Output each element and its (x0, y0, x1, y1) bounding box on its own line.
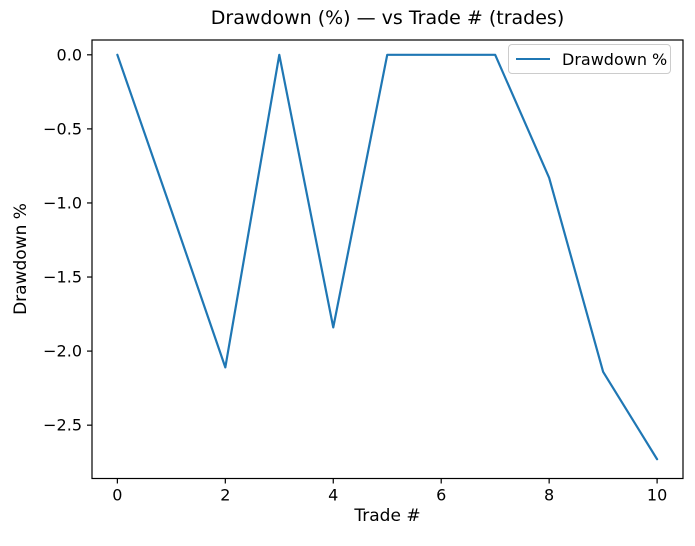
x-tick-label: 8 (544, 486, 554, 505)
legend: Drawdown % (508, 44, 671, 74)
y-tick-label: 0.0 (57, 45, 82, 64)
y-tick-label: −1.5 (43, 268, 82, 287)
y-tick-label: −2.5 (43, 416, 82, 435)
y-tick-label: −0.5 (43, 119, 82, 138)
legend-entry-label: Drawdown % (562, 49, 668, 69)
legend-line-sample-icon (516, 58, 550, 60)
axes-spines (91, 39, 684, 480)
x-tick-label: 4 (328, 486, 338, 505)
x-tick-label: 0 (112, 486, 122, 505)
y-tick-label: −2.0 (43, 342, 82, 361)
x-tick-label: 10 (647, 486, 667, 505)
x-tick-label: 2 (220, 486, 230, 505)
y-tick-label: −1.0 (43, 193, 82, 212)
drawdown-line (116, 53, 659, 461)
y-axis-label: Drawdown % (11, 203, 31, 315)
chart-title: Drawdown (%) — vs Trade # (trades) (210, 7, 565, 29)
x-axis-label: Trade # (354, 506, 421, 526)
x-tick-label: 6 (436, 486, 446, 505)
